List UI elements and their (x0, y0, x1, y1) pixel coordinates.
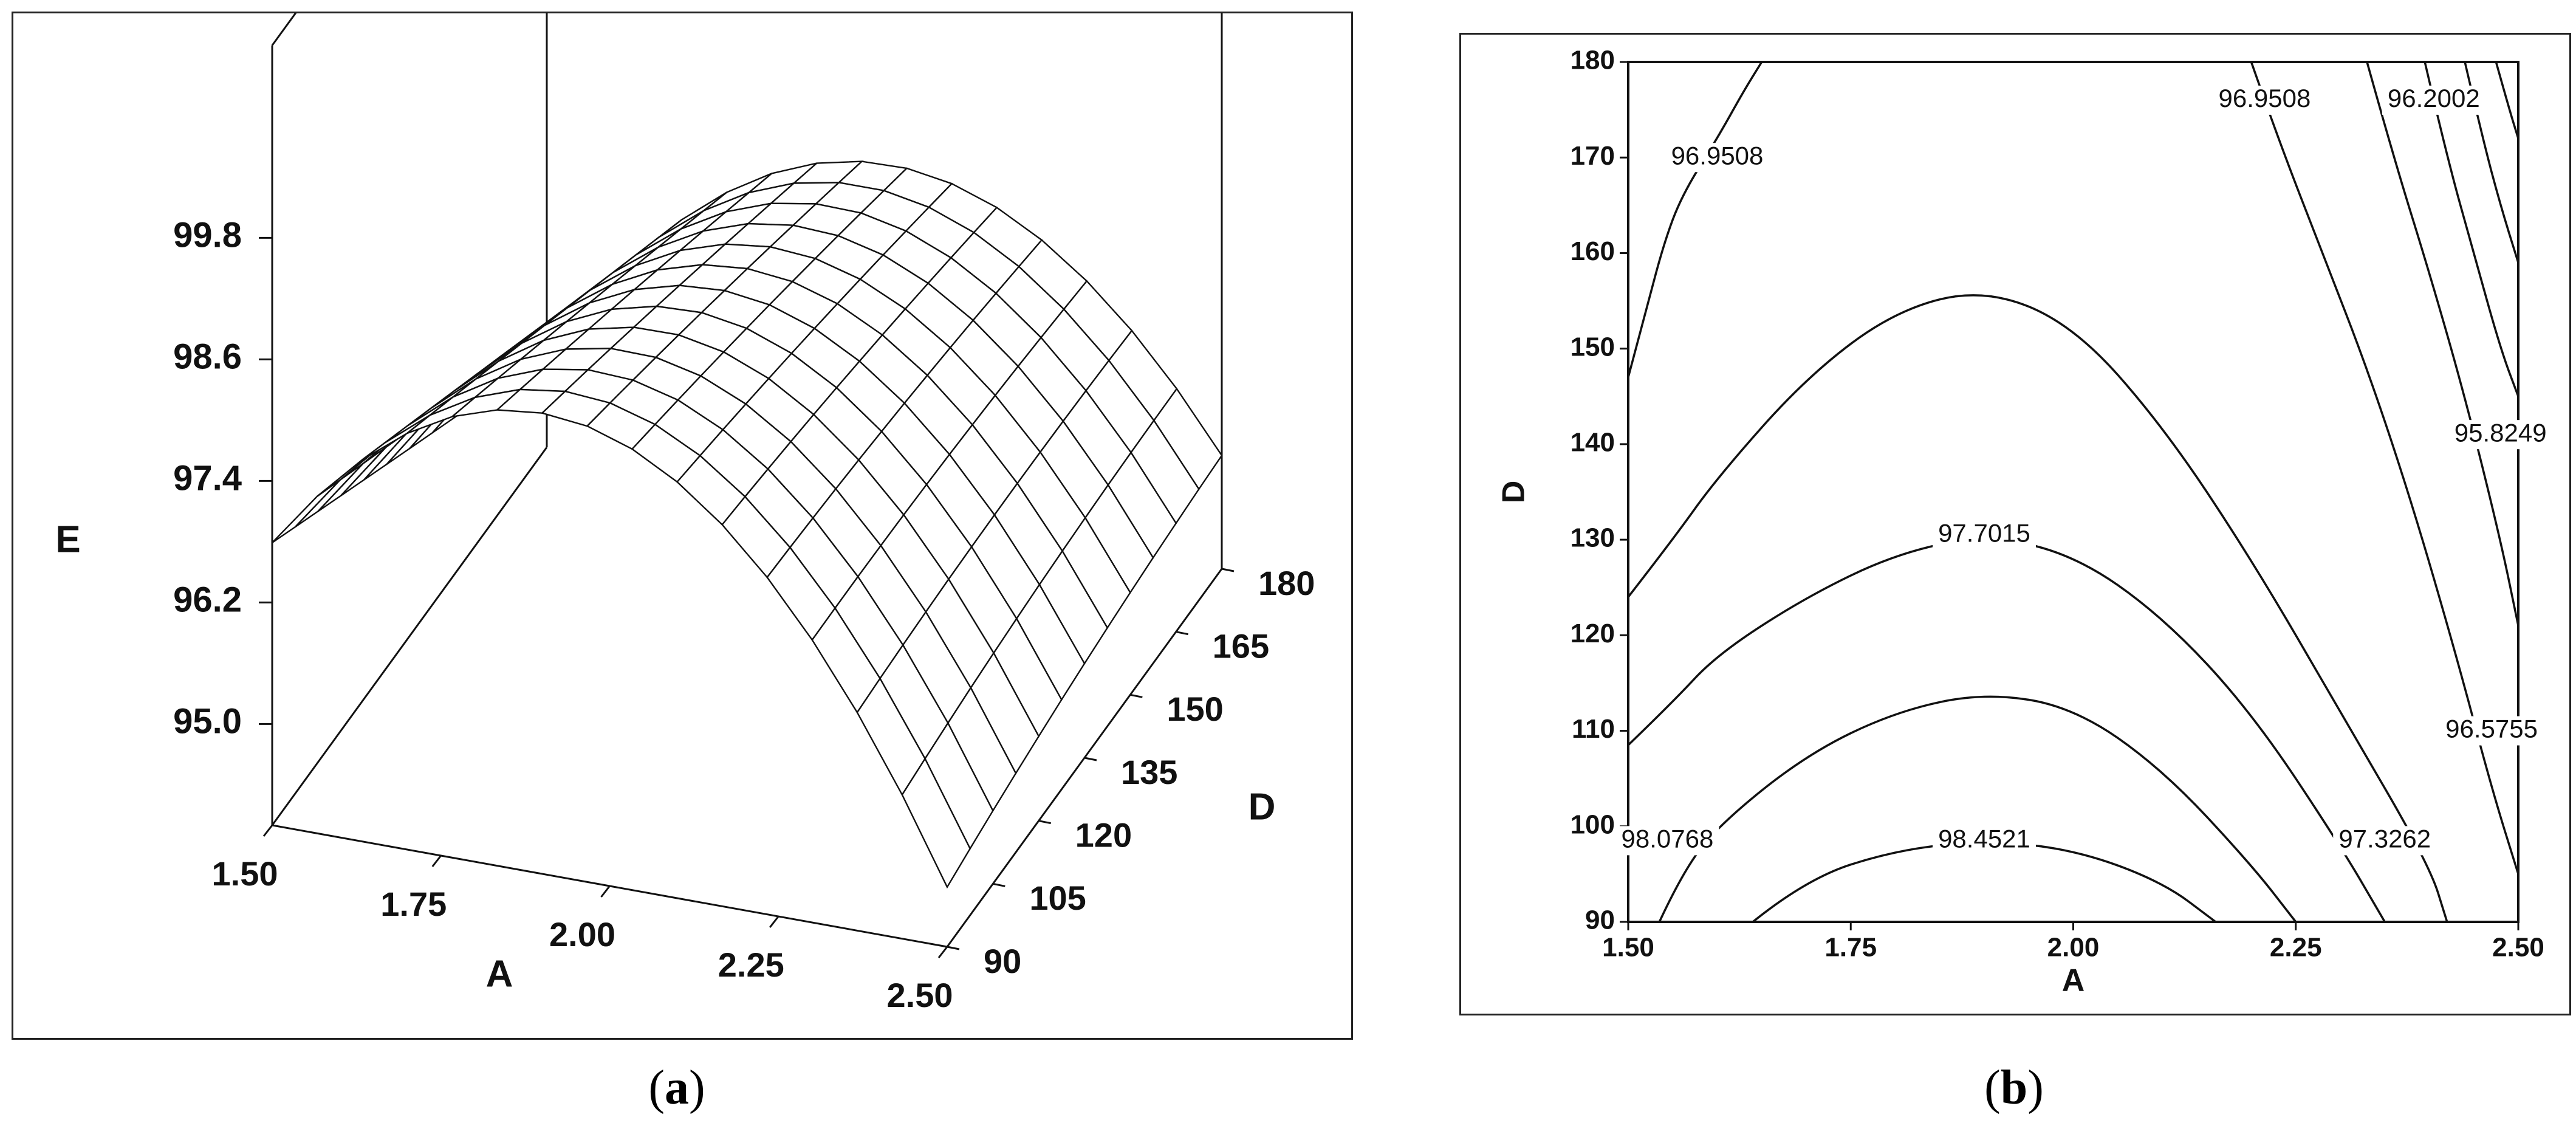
z-tick-label: 98.6 (173, 337, 242, 377)
caption-a-letter: a (665, 1061, 689, 1115)
caption-b-letter: b (2000, 1061, 2028, 1115)
a-tick-label: 1.75 (380, 885, 447, 923)
d-tick-mark (1084, 757, 1097, 761)
y-axis-title: D (1496, 481, 1532, 504)
contour-label: 97.3262 (2338, 824, 2431, 853)
surface-patch (272, 479, 341, 543)
contour-label: 96.2002 (2388, 84, 2480, 112)
caption-b: (b) (1984, 1061, 2044, 1115)
contour-label-bg (1933, 520, 2036, 550)
z-tick-label: 99.8 (173, 216, 242, 255)
x-tick-label: 1.75 (1824, 933, 1877, 963)
x-tick-label: 2.50 (2492, 933, 2544, 963)
contour-label-bg (2448, 420, 2552, 450)
contour-line (1627, 61, 1763, 378)
y-tick-label: 170 (1571, 141, 1615, 171)
z-tick-label: 96.2 (173, 580, 242, 620)
a-tick-mark (431, 855, 442, 867)
d-tick-mark (1130, 693, 1143, 698)
d-tick-label: 135 (1121, 753, 1177, 791)
a-tick-label: 1.50 (212, 854, 278, 893)
a-tick-label: 2.00 (549, 915, 615, 953)
surface-patch (294, 462, 364, 528)
d-tick-mark (1038, 820, 1051, 825)
d-tick-mark (1176, 631, 1188, 636)
y-tick-label: 140 (1571, 428, 1615, 458)
surface-patch (901, 757, 971, 889)
contour-label: 98.0768 (1622, 824, 1714, 853)
a-axis-title: A (486, 953, 513, 995)
z-tick-label: 97.4 (173, 459, 242, 498)
d-tick-mark (1221, 568, 1235, 572)
caption-a: (a) (648, 1061, 705, 1115)
contour-label-bg (1615, 826, 1719, 856)
contour-plot-panel: 1.50 1.75 2.00 2.25 2.50 90 100 110 120 130 140 150… (1459, 33, 2571, 1015)
surface-patch (317, 447, 386, 512)
plot-frame (1627, 61, 2519, 923)
contour-line (2250, 61, 2519, 874)
contour-line (1658, 695, 2297, 923)
y-tick-label: 130 (1571, 523, 1615, 553)
contour-label: 98.4521 (1938, 824, 2030, 853)
y-tick-label: 150 (1571, 332, 1615, 362)
contour-label-bg (2333, 826, 2437, 856)
x-tick-label: 2.00 (2047, 933, 2100, 963)
a-tick-mark (769, 916, 779, 928)
contour-label: 96.9508 (2219, 84, 2311, 112)
contour-label-bg (2213, 85, 2317, 115)
y-tick-label: 100 (1571, 809, 1615, 839)
contour-label: 97.7015 (1938, 518, 2030, 547)
contour-label: 95.8249 (2454, 418, 2547, 447)
y-tick-label: 90 (1585, 905, 1615, 935)
contour-line (1627, 538, 2386, 922)
d-tick-label: 120 (1075, 816, 1132, 854)
x-tick-label: 1.50 (1602, 933, 1654, 963)
d-tick-label: 180 (1258, 564, 1315, 602)
contour-line (2495, 61, 2519, 139)
e-axis-title: E (55, 518, 80, 560)
a-tick-mark (600, 885, 611, 898)
contour-line (2424, 61, 2519, 397)
y-tick-label: 180 (1571, 46, 1615, 75)
surface-plot-svg: 99.8 98.6 97.4 96.2 95.0 1.50 1.75 2.00 2.25 2.50… (55, 13, 1315, 1014)
d-tick-label: 90 (984, 942, 1021, 980)
surface-patch (340, 430, 409, 496)
contour-label: 96.9508 (1671, 141, 1764, 170)
box-top-left-edge (271, 13, 297, 46)
contour-label-bg (2440, 716, 2544, 746)
a-tick-label: 2.50 (887, 976, 953, 1014)
contour-line (1627, 294, 2448, 922)
y-tick-label: 120 (1571, 619, 1615, 648)
contour-label-bg (1933, 826, 2036, 856)
contour-label: 96.5755 (2445, 715, 2538, 743)
a-tick-label: 2.25 (718, 946, 784, 984)
d-tick-mark (947, 946, 960, 950)
box-base-left-edge (271, 447, 548, 826)
z-tick-label: 95.0 (173, 702, 242, 741)
d-tick-label: 150 (1166, 690, 1223, 728)
surface-plot-panel: 99.8 98.6 97.4 96.2 95.0 1.50 1.75 2.00 2.25 2.50… (12, 12, 1353, 1040)
x-tick-label: 2.25 (2270, 933, 2322, 963)
d-tick-label: 165 (1213, 627, 1269, 665)
d-tick-label: 105 (1029, 879, 1086, 917)
d-tick-mark (993, 882, 1005, 887)
y-tick-label: 110 (1572, 714, 1615, 744)
contour-plot-svg: 1.50 1.75 2.00 2.25 2.50 90 100 110 120 130 140 150… (1496, 46, 2552, 998)
x-axis-title: A (2062, 963, 2085, 998)
contour-line (2366, 61, 2519, 626)
y-tick-label: 160 (1571, 236, 1615, 266)
d-axis-title: D (1249, 786, 1276, 828)
a-tick-mark (937, 946, 948, 958)
contour-label-bg (1665, 143, 1769, 173)
a-tick-mark (262, 825, 273, 837)
contour-label-bg (2382, 85, 2485, 115)
